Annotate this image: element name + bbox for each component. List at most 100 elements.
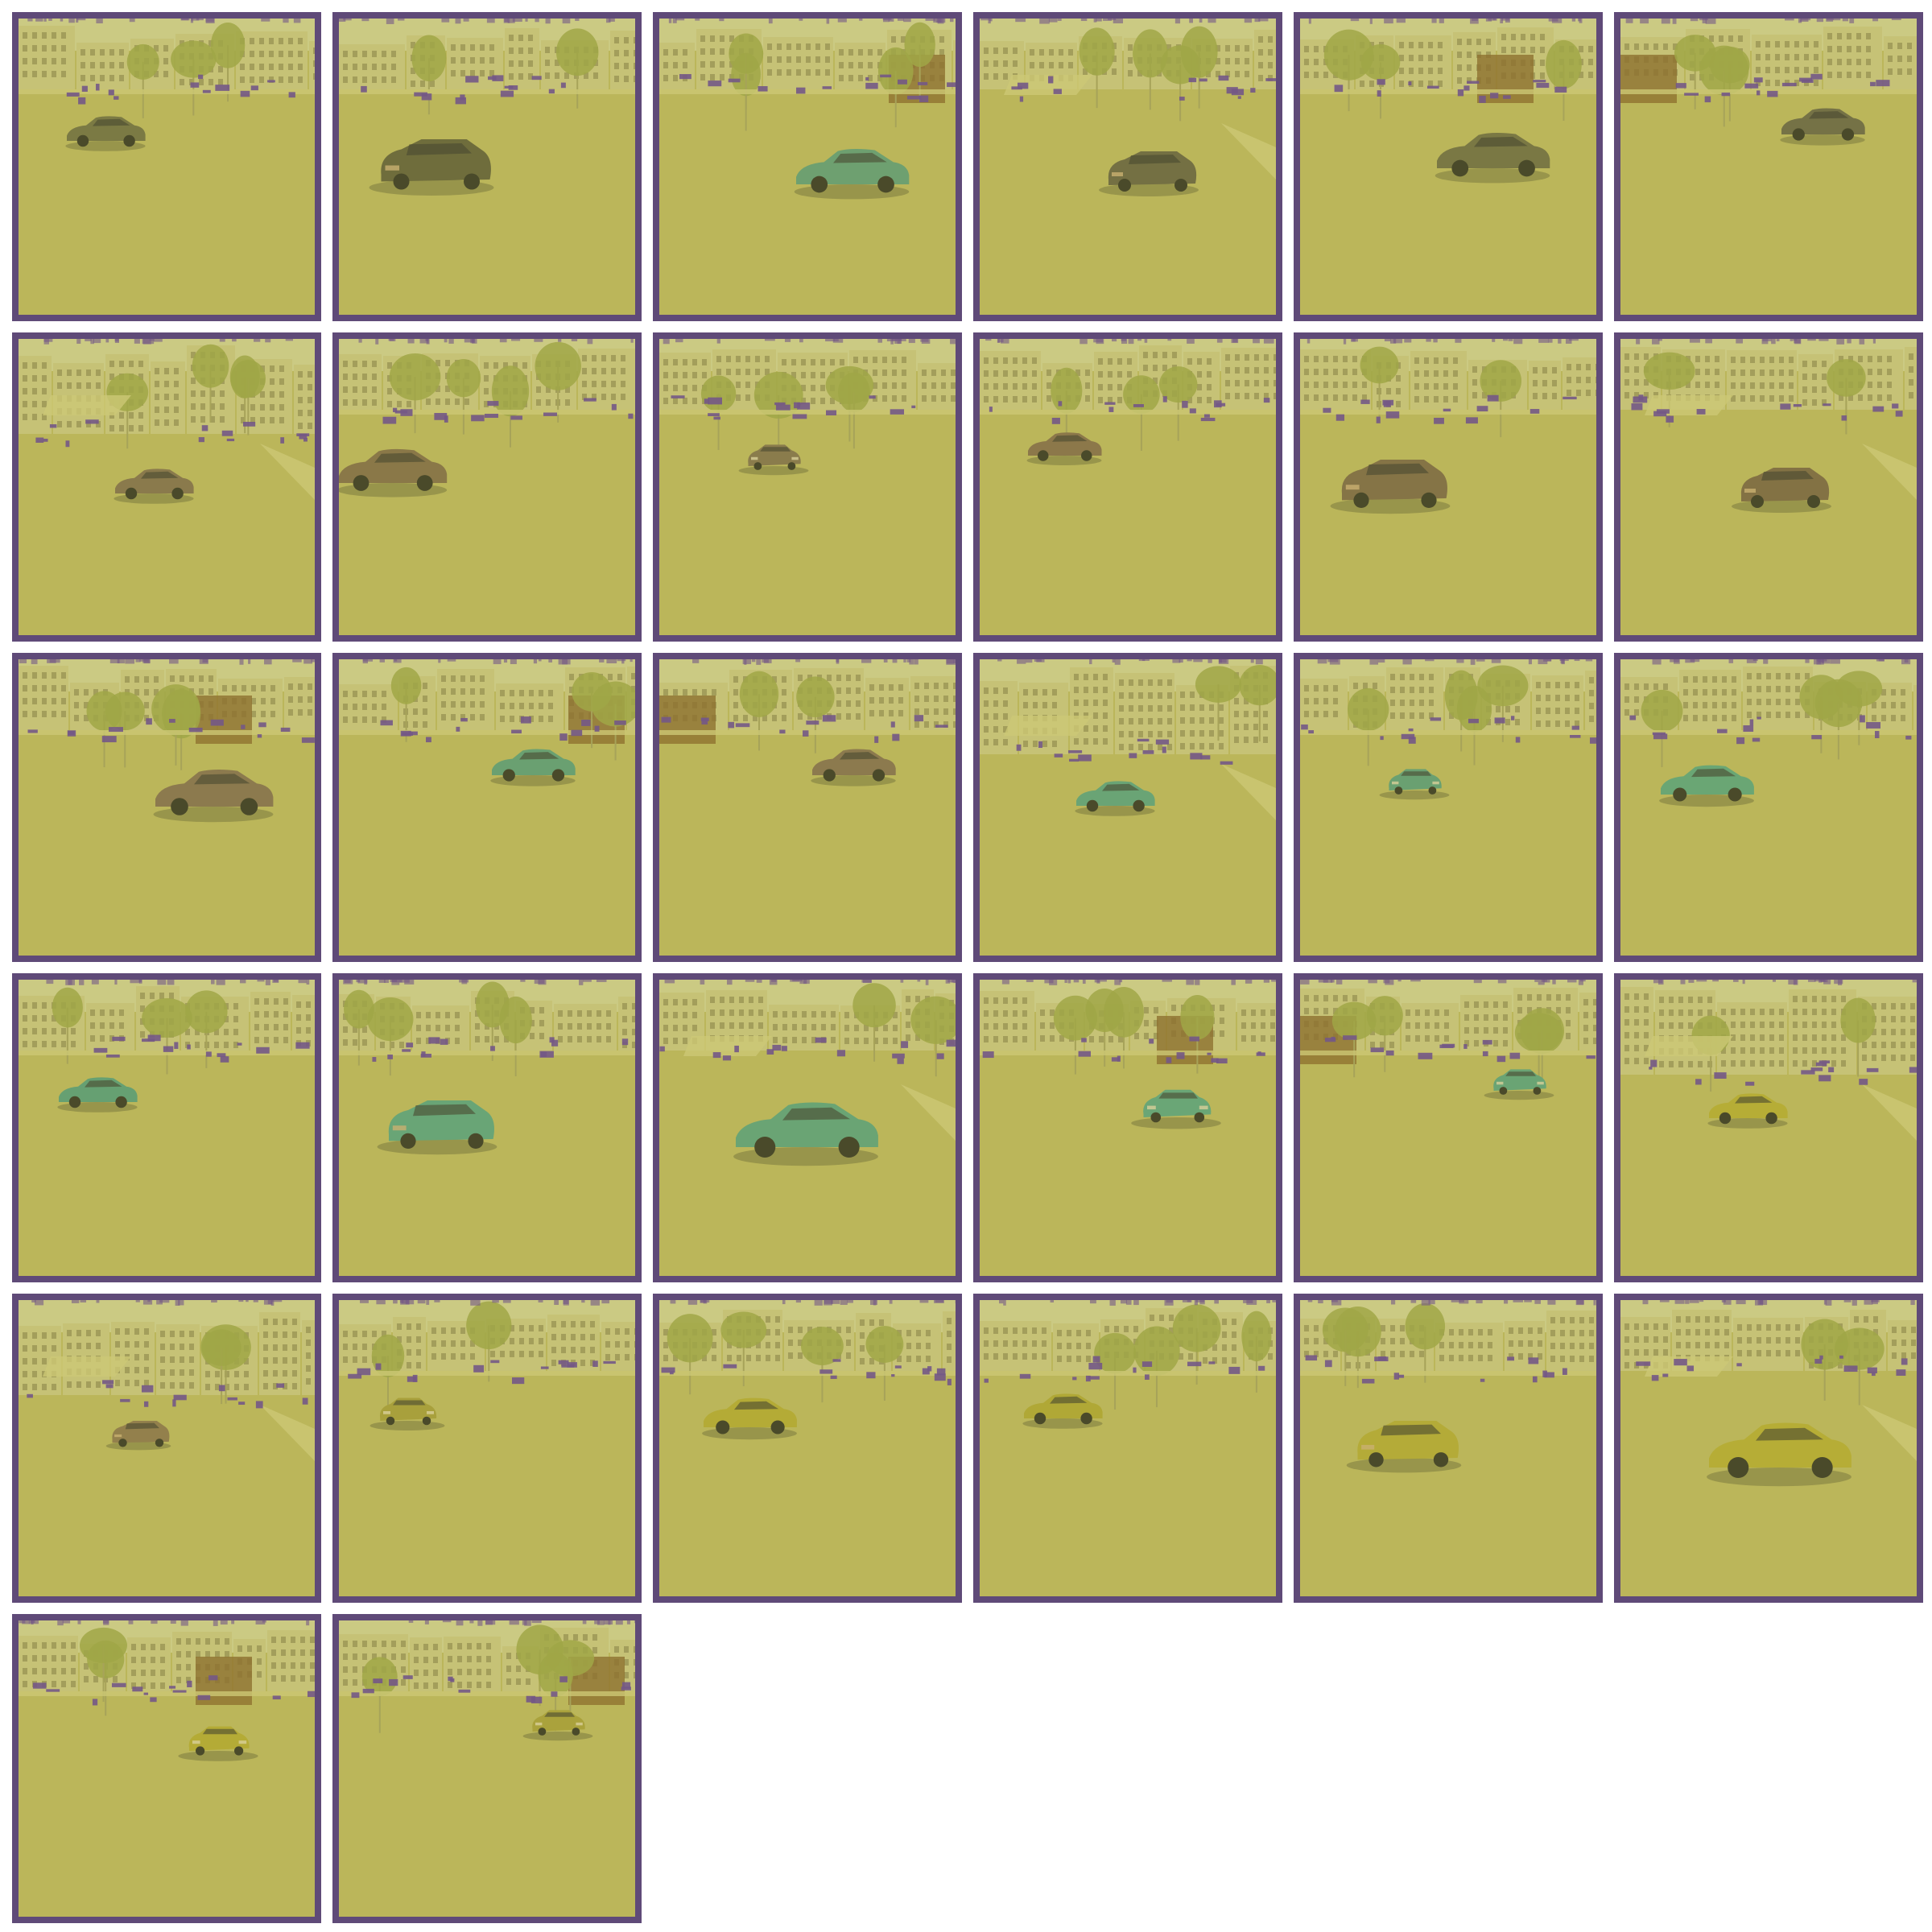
tree <box>126 43 159 80</box>
mask-noise <box>1818 1075 1831 1082</box>
car <box>1075 781 1155 816</box>
mask-noise <box>1141 1361 1153 1368</box>
mask-noise <box>1361 1378 1375 1384</box>
mask-noise <box>1176 1052 1185 1059</box>
tree <box>1348 687 1389 731</box>
mask-noise <box>1305 1355 1318 1361</box>
tree <box>52 987 83 1028</box>
image-tile <box>973 973 1282 1282</box>
car <box>702 1397 797 1440</box>
mask-noise <box>460 94 465 101</box>
scene-image <box>980 19 1276 315</box>
mask-noise <box>1793 403 1802 407</box>
mask-noise <box>101 736 117 743</box>
car <box>1435 132 1550 184</box>
mask-noise <box>1467 80 1480 84</box>
mask-noise <box>1324 1360 1332 1368</box>
mask-noise <box>205 1051 212 1057</box>
mask-noise <box>49 424 57 428</box>
mask-noise <box>492 75 504 81</box>
mask-noise <box>822 86 832 89</box>
mask-noise <box>382 416 397 424</box>
mask-noise <box>238 1402 246 1406</box>
mask-noise <box>1638 394 1644 401</box>
mask-noise <box>728 78 741 83</box>
curb <box>339 1051 635 1055</box>
tree <box>837 372 870 412</box>
mask-noise <box>1051 417 1060 424</box>
mask-noise <box>919 95 929 102</box>
image-tile <box>1294 653 1603 962</box>
mask-noise <box>1072 1377 1077 1381</box>
mask-noise <box>1190 753 1203 760</box>
mask-noise <box>1457 89 1464 97</box>
mask-noise <box>401 732 413 736</box>
mask-noise <box>1823 403 1831 407</box>
mask-noise <box>917 81 928 85</box>
scene-image <box>19 339 315 635</box>
tree <box>1814 679 1863 728</box>
mask-noise <box>169 1686 176 1689</box>
mask-noise <box>1656 409 1670 414</box>
car <box>369 1397 445 1430</box>
mask-noise <box>237 1042 242 1046</box>
mask-noise <box>927 1366 932 1372</box>
tree <box>151 684 200 734</box>
mask-noise <box>1571 725 1579 730</box>
mask-noise <box>947 82 956 88</box>
mask-noise <box>1818 1060 1831 1063</box>
mask-noise <box>1250 88 1256 93</box>
mask-noise <box>1334 85 1344 93</box>
mask-noise <box>898 79 907 85</box>
mask-noise <box>1182 400 1188 408</box>
mask-noise <box>559 1676 568 1682</box>
mask-noise <box>526 1695 536 1703</box>
mask-noise <box>866 1372 876 1379</box>
mask-noise <box>1308 730 1315 734</box>
mask-noise <box>112 1036 126 1042</box>
tree <box>865 1326 904 1363</box>
mask-noise <box>173 1394 187 1401</box>
mask-noise <box>1509 1052 1521 1059</box>
tree <box>1360 44 1401 80</box>
car <box>178 1726 258 1761</box>
mask-noise <box>267 80 275 83</box>
mask-noise <box>105 1384 114 1389</box>
mask-noise <box>1674 1359 1687 1366</box>
mask-noise <box>380 720 393 726</box>
mask-noise <box>1476 406 1488 412</box>
mask-noise <box>1781 82 1797 87</box>
tree <box>361 1657 398 1697</box>
mask-noise <box>421 93 432 101</box>
tree <box>1322 1307 1368 1352</box>
tree <box>1840 997 1876 1043</box>
mask-noise <box>1430 717 1442 721</box>
car <box>65 116 146 151</box>
mask-noise <box>671 395 685 398</box>
mask-noise <box>1743 725 1754 732</box>
mask-noise <box>420 1053 431 1058</box>
mask-noise <box>701 718 708 724</box>
mask-noise <box>984 1378 989 1383</box>
image-tile <box>12 1614 321 1923</box>
mask-noise <box>1179 97 1185 101</box>
mask-noise <box>713 416 720 420</box>
mask-noise <box>93 1047 108 1053</box>
mask-noise <box>901 1041 909 1048</box>
tree <box>1827 359 1866 397</box>
mask-noise <box>1199 755 1211 760</box>
mask-noise <box>1757 716 1761 720</box>
mask-noise <box>143 1401 149 1407</box>
curb <box>19 730 315 735</box>
mask-noise <box>1819 1355 1823 1360</box>
mask-noise <box>1468 718 1479 724</box>
mask-noise <box>1137 738 1150 742</box>
mask-noise <box>560 82 566 89</box>
curb <box>659 1371 956 1376</box>
mask-noise <box>1149 1038 1154 1044</box>
mask-noise <box>558 1360 569 1364</box>
image-tile <box>12 653 321 962</box>
tree <box>192 344 229 388</box>
curb <box>1620 730 1917 735</box>
mask-noise <box>936 1368 946 1376</box>
